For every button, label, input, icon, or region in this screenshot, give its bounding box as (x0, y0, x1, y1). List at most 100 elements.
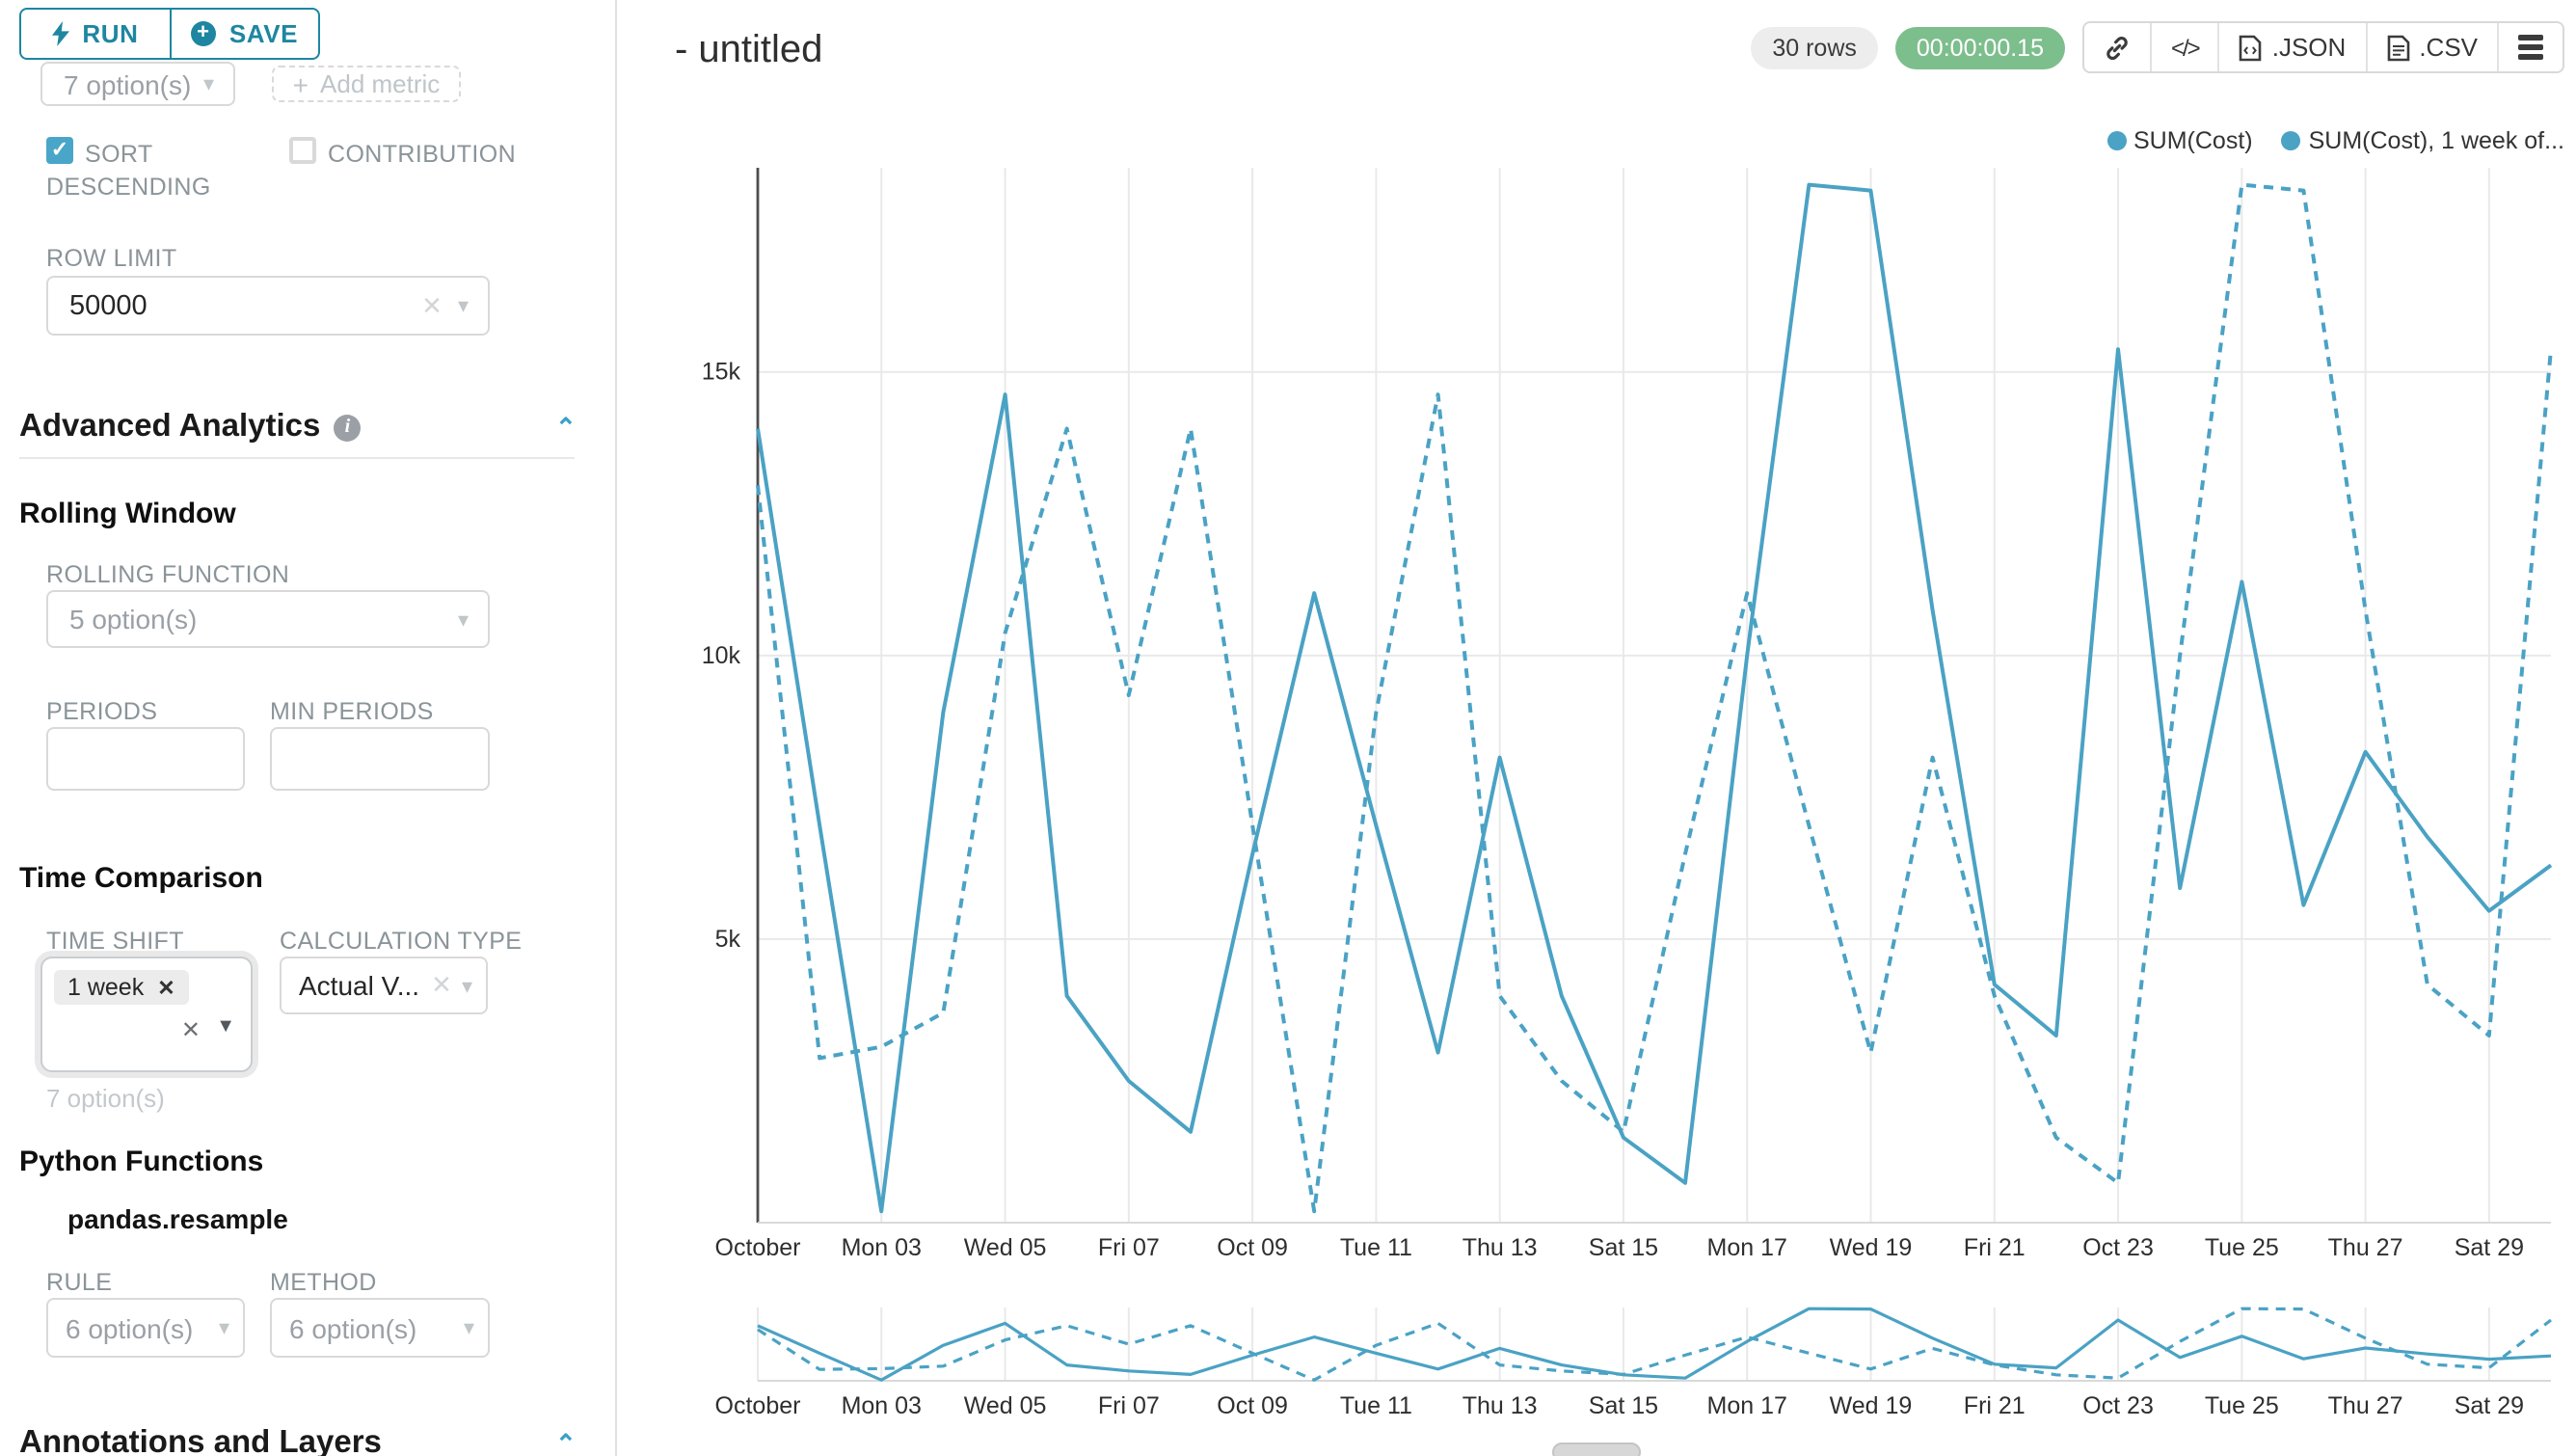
svg-text:Tue 25: Tue 25 (2205, 1234, 2279, 1261)
svg-text:Tue 25: Tue 25 (2205, 1392, 2279, 1419)
file-text-icon (2387, 34, 2409, 61)
advanced-analytics-title: Advanced Analytics (19, 409, 321, 444)
collapse-chevron-up-icon[interactable]: ⌃ (555, 1429, 577, 1456)
svg-text:Thu 27: Thu 27 (2328, 1392, 2403, 1419)
sort-descending-checkbox[interactable]: ✓ (46, 137, 73, 164)
add-metric-button[interactable]: + Add metric (272, 66, 461, 102)
chevron-down-icon: ▾ (218, 1317, 229, 1340)
run-button-label: RUN (82, 19, 139, 48)
time-shift-tag-label: 1 week (67, 974, 145, 1001)
svg-text:October: October (715, 1392, 801, 1419)
svg-text:Mon 17: Mon 17 (1707, 1392, 1787, 1419)
svg-text:Fri 21: Fri 21 (1964, 1392, 2026, 1419)
rule-select[interactable]: 6 option(s) ▾ (46, 1298, 245, 1358)
legend-item-sum-cost[interactable]: SUM(Cost) (2106, 127, 2253, 154)
calculation-type-select[interactable]: Actual V... ✕ ▾ (280, 957, 488, 1014)
row-limit-label: ROW LIMIT (46, 245, 177, 272)
legend-label: SUM(Cost) (2133, 127, 2253, 154)
legend-dot (2281, 131, 2301, 150)
svg-text:Sat 15: Sat 15 (1589, 1234, 1658, 1261)
time-brush-handle[interactable] (1552, 1443, 1641, 1456)
sort-descending-label-line2: DESCENDING (46, 174, 211, 201)
run-save-button-group: RUN + SAVE (19, 8, 320, 60)
hamburger-menu-icon (2518, 35, 2543, 60)
svg-text:Tue 11: Tue 11 (1340, 1234, 1412, 1261)
clear-icon[interactable]: ✕ (421, 290, 443, 319)
svg-text:Mon 03: Mon 03 (842, 1392, 922, 1419)
svg-text:Sat 29: Sat 29 (2455, 1234, 2524, 1261)
periods-input[interactable] (46, 727, 245, 791)
legend-dot (2106, 131, 2126, 150)
periods-label: PERIODS (46, 698, 158, 725)
row-count-badge: 30 rows (1751, 26, 1878, 68)
control-panel: RUN + SAVE 7 option(s) ▾ + Add metric ✓ … (0, 0, 617, 1456)
annotations-layers-header[interactable]: Annotations and Layers (19, 1425, 382, 1456)
svg-text:Oct 09: Oct 09 (1217, 1234, 1288, 1261)
chart-title[interactable]: - untitled (675, 29, 823, 71)
mini-preview-chart[interactable]: October Mon 03 Wed 05 Fri 07 Oct 09 Tue 11 Thu… (636, 1296, 2576, 1437)
time-comparison-title: Time Comparison (19, 862, 263, 895)
legend-item-sum-cost-1-week-offset[interactable]: SUM(Cost), 1 week of... (2281, 127, 2564, 154)
metric-select-value: 7 option(s) (64, 68, 192, 99)
rolling-function-label: ROLLING FUNCTION (46, 561, 290, 588)
metric-select[interactable]: 7 option(s) ▾ (40, 62, 235, 106)
calculation-type-value: Actual V... (299, 970, 420, 1001)
export-button-group: </> .JSON .CSV (2082, 21, 2564, 73)
svg-text:Fri 07: Fri 07 (1098, 1234, 1160, 1261)
chevron-down-icon: ▾ (457, 608, 469, 632)
svg-text:Wed 05: Wed 05 (964, 1392, 1047, 1419)
contribution-checkbox[interactable] (289, 137, 316, 164)
svg-text:15k: 15k (702, 359, 741, 386)
clear-icon[interactable]: ✕ (431, 970, 452, 999)
export-csv-label: .CSV (2419, 33, 2478, 62)
svg-text:Thu 13: Thu 13 (1462, 1392, 1538, 1419)
code-icon: </> (2171, 34, 2201, 61)
contribution-label: CONTRIBUTION (328, 141, 517, 168)
legend-label: SUM(Cost), 1 week of... (2308, 127, 2564, 154)
save-button-label: SAVE (228, 19, 299, 48)
svg-text:Tue 11: Tue 11 (1340, 1392, 1412, 1419)
rolling-window-title: Rolling Window (19, 498, 236, 530)
main-line-chart[interactable]: 5k 10k 15k October Mon 03 Wed 05 Fri 07 Oct 09 T… (636, 154, 2576, 1292)
chevron-down-icon[interactable]: ▼ (216, 1016, 235, 1038)
time-shift-label: TIME SHIFT (46, 928, 184, 955)
svg-text:Oct 23: Oct 23 (2082, 1234, 2154, 1261)
row-limit-select[interactable]: 50000 ✕ ▾ (46, 276, 490, 336)
svg-text:Oct 09: Oct 09 (1217, 1392, 1288, 1419)
row-limit-value: 50000 (69, 290, 148, 321)
advanced-analytics-header[interactable]: Advanced Analytics i (19, 409, 362, 445)
run-button[interactable]: RUN (21, 10, 169, 58)
lightning-bolt-icon (51, 21, 69, 46)
min-periods-label: MIN PERIODS (270, 698, 434, 725)
divider (19, 457, 575, 459)
svg-text:Wed 19: Wed 19 (1830, 1234, 1913, 1261)
min-periods-input[interactable] (270, 727, 490, 791)
svg-text:Oct 23: Oct 23 (2082, 1392, 2154, 1419)
calculation-type-label: CALCULATION TYPE (280, 928, 523, 955)
method-select[interactable]: 6 option(s) ▾ (270, 1298, 490, 1358)
rolling-function-select[interactable]: 5 option(s) ▾ (46, 590, 490, 648)
chevron-down-icon: ▾ (463, 1317, 474, 1340)
info-icon[interactable]: i (334, 414, 362, 441)
plus-circle-icon: + (190, 21, 216, 46)
annotations-layers-title: Annotations and Layers (19, 1425, 382, 1456)
chevron-down-icon: ▾ (457, 295, 469, 318)
chart-menu-button[interactable] (2497, 23, 2563, 71)
time-shift-multiselect[interactable]: 1 week ✕ ✕ ▼ (40, 957, 253, 1072)
export-csv-button[interactable]: .CSV (2365, 23, 2497, 71)
collapse-chevron-up-icon[interactable]: ⌃ (555, 413, 577, 442)
copy-link-button[interactable] (2084, 23, 2150, 71)
rule-label: RULE (46, 1269, 113, 1296)
svg-text:Fri 07: Fri 07 (1098, 1392, 1160, 1419)
svg-text:Wed 05: Wed 05 (964, 1234, 1047, 1261)
svg-text:5k: 5k (715, 926, 741, 953)
query-timer-badge: 00:00:00.15 (1894, 26, 2065, 68)
export-json-button[interactable]: .JSON (2217, 23, 2366, 71)
view-query-button[interactable]: </> (2150, 23, 2218, 71)
save-button[interactable]: + SAVE (169, 10, 318, 58)
plus-icon: + (292, 68, 309, 99)
svg-text:Sat 29: Sat 29 (2455, 1392, 2524, 1419)
clear-icon[interactable]: ✕ (180, 1016, 201, 1043)
remove-tag-icon[interactable]: ✕ (157, 977, 175, 1000)
rule-value: 6 option(s) (66, 1312, 194, 1343)
